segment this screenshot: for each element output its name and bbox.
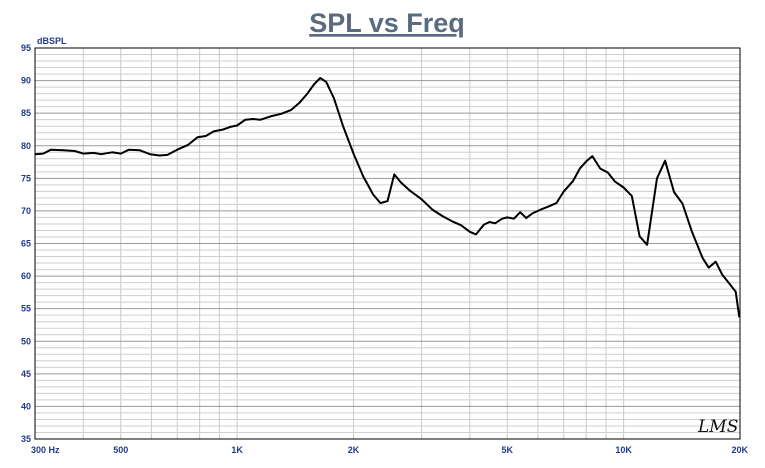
x-tick-label: 300 Hz: [31, 445, 60, 455]
spl-response-line: [35, 77, 740, 318]
y-tick-label: 90: [21, 76, 31, 86]
y-tick-label: 70: [21, 206, 31, 216]
x-tick-label: 500: [113, 445, 128, 455]
lms-logo: LMS: [697, 417, 738, 437]
chart-title: SPL vs Freq: [309, 8, 465, 38]
x-tick-label: 1K: [231, 445, 243, 455]
y-tick-label: 55: [21, 304, 31, 314]
series-group: [35, 77, 740, 318]
grid: [35, 48, 740, 439]
y-tick-label: 65: [21, 239, 31, 249]
x-tick-label: 2K: [348, 445, 360, 455]
y-tick-label: 95: [21, 43, 31, 53]
y-tick-label: 35: [21, 434, 31, 444]
x-axis-ticks: 300 Hz 500 1K 2K 5K 10K 20K: [31, 445, 748, 455]
y-tick-label: 40: [21, 401, 31, 411]
y-axis-ticks: 35 40 45 50 55 60 65 70 75 80 85 90 95: [21, 43, 31, 444]
y-tick-label: 45: [21, 369, 31, 379]
y-axis-unit-label: dBSPL: [37, 36, 67, 46]
y-tick-label: 75: [21, 173, 31, 183]
plot-border: [34, 47, 741, 440]
x-tick-label: 5K: [502, 445, 514, 455]
x-tick-label: 10K: [615, 445, 632, 455]
y-tick-label: 80: [21, 141, 31, 151]
x-tick-label: 20K: [731, 445, 748, 455]
y-tick-label: 50: [21, 336, 31, 346]
y-tick-label: 60: [21, 271, 31, 281]
y-tick-label: 85: [21, 108, 31, 118]
